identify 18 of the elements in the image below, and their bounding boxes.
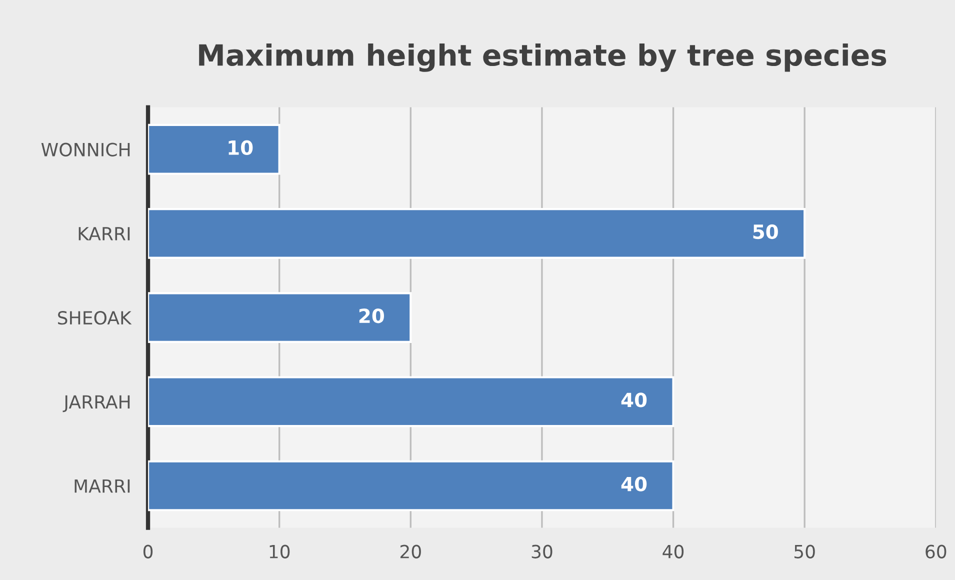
data-label: 40 (621, 392, 647, 408)
x-tick-label: 10 (270, 544, 290, 558)
data-label: 10 (228, 140, 253, 155)
x-tick-label: 30 (532, 544, 552, 558)
y-tick-label: JARRAH (62, 395, 130, 412)
data-label: 50 (753, 224, 778, 240)
data-label: 40 (621, 476, 647, 492)
x-tick-label: 0 (143, 544, 153, 558)
x-tick-label: 40 (662, 544, 684, 558)
x-tick-label: 20 (400, 544, 421, 558)
y-tick-label: MARRI (74, 479, 130, 493)
chart-title: Maximum height estimate by tree species (199, 43, 886, 72)
data-label: 20 (359, 308, 384, 324)
x-tick-label: 50 (794, 544, 815, 558)
y-tick-label: SHEOAK (58, 311, 132, 325)
y-tick-label: WONNICH (41, 142, 130, 156)
x-tick-label: 60 (926, 544, 946, 558)
y-tick-label: KARRI (78, 227, 130, 240)
